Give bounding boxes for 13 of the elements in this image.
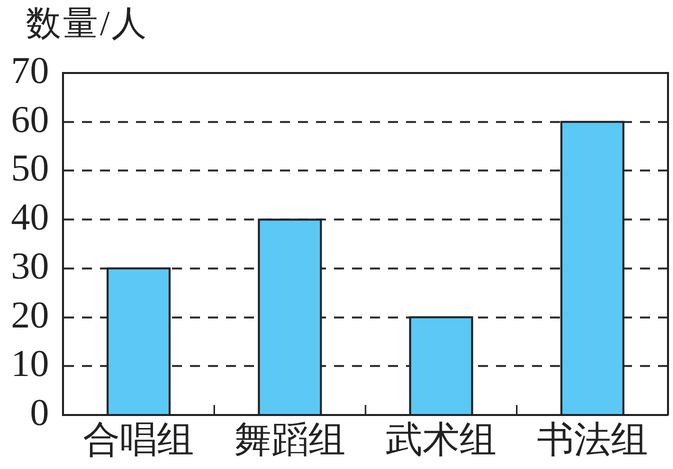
y-tick-label: 30 <box>11 245 49 288</box>
x-tick-label: 舞蹈组 <box>234 420 346 461</box>
x-tick-label: 武术组 <box>386 420 497 461</box>
y-tick-label: 20 <box>11 294 49 336</box>
x-tick-label: 合唱组 <box>83 420 194 461</box>
y-tick-label: 60 <box>11 98 49 141</box>
y-tick-label: 40 <box>11 196 49 239</box>
y-axis-title: 数量/人 <box>26 3 149 45</box>
y-tick-label: 70 <box>11 50 49 92</box>
y-tick-label: 50 <box>11 148 49 190</box>
x-tick-label: 书法组 <box>536 420 648 461</box>
y-tick-label: 0 <box>30 392 49 434</box>
y-tick-label: 10 <box>11 343 49 386</box>
